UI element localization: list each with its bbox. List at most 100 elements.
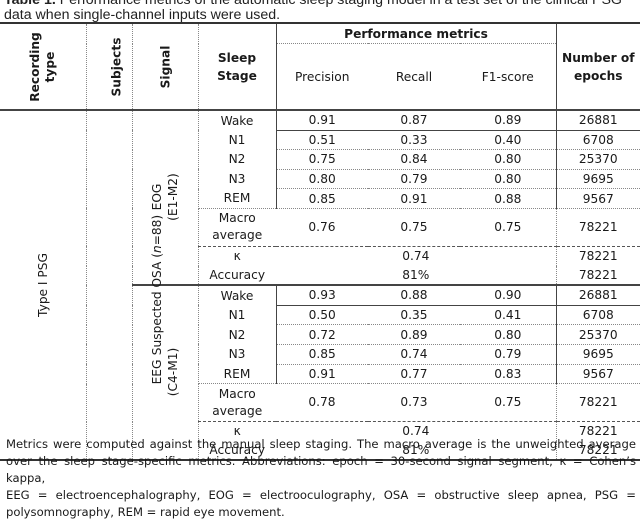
kappa-value: 0.74 xyxy=(402,249,430,264)
subjects-n: n xyxy=(149,245,164,254)
precision-value: 0.80 xyxy=(276,169,368,190)
signal-eog-line2: (E1-M2) xyxy=(165,173,180,221)
macro-label-line1: Macro xyxy=(218,211,256,226)
footnote-line-3: EEG = electroencephalography, EOG = elec… xyxy=(6,488,636,502)
stage-label: N3 xyxy=(198,169,277,189)
stage-label: REM xyxy=(198,364,277,385)
header-signal: Signal xyxy=(132,22,199,111)
header-epochs-line2: epochs xyxy=(574,68,623,83)
f1-value: 0.90 xyxy=(460,285,557,306)
precision-value: 0.76 xyxy=(276,208,368,247)
epochs-value: 25370 xyxy=(556,149,640,170)
epochs-value: 78221 xyxy=(555,208,640,247)
header-subjects-label: Subjects xyxy=(108,37,123,96)
table-row: N3 0.80 0.79 0.80 9695 xyxy=(0,169,640,190)
f1-value: 0.40 xyxy=(460,130,557,151)
f1-value: 0.80 xyxy=(460,149,557,170)
recall-value: 0.84 xyxy=(368,149,460,170)
table-row: EEG (C4-M1) Wake 0.93 0.88 0.90 26881 xyxy=(0,285,640,462)
table-footnote: Metrics were computed against the manual… xyxy=(6,436,636,521)
precision-value: 0.78 xyxy=(276,383,368,423)
f1-value: 0.89 xyxy=(460,110,557,131)
subjects-value: Suspected OSA (n=88) xyxy=(148,215,166,355)
header-subjects: Subjects xyxy=(86,22,133,111)
f1-value: 0.80 xyxy=(460,324,557,345)
table-row-accuracy: Accuracy 81% 78221 xyxy=(0,440,640,462)
f1-value: 0.80 xyxy=(460,169,557,190)
recall-value: 0.91 xyxy=(368,188,460,209)
kappa-value: 0.74 xyxy=(402,424,430,439)
precision-value: 0.50 xyxy=(276,305,368,326)
header-signal-label: Signal xyxy=(157,45,172,88)
header-row-1: Recording type Subjects Signal Sleep Sta… xyxy=(0,22,640,111)
header-recall: Recall xyxy=(368,43,460,111)
f1-value: 0.83 xyxy=(460,364,557,385)
stage-label: N3 xyxy=(198,344,277,365)
f1-value: 0.41 xyxy=(460,305,557,326)
precision-value: 0.75 xyxy=(276,149,368,170)
table-row-kappa: κ 0.74 78221 xyxy=(0,421,640,441)
recall-value: 0.35 xyxy=(368,305,460,326)
recall-value: 0.79 xyxy=(368,169,460,190)
signal-eog-line1: EOG xyxy=(149,183,164,211)
performance-table: Recording type Subjects Signal Sleep Sta… xyxy=(0,22,640,462)
header-recording-type: Recording type xyxy=(0,22,87,111)
recall-value: 0.74 xyxy=(368,344,460,365)
accuracy-value: 81% xyxy=(276,265,557,287)
header-sleep-stage: Sleep Stage xyxy=(198,22,277,111)
table-row: REM 0.91 0.77 0.83 9567 xyxy=(0,364,640,385)
signal-cell-eog: EOG (E1-M2) xyxy=(132,110,199,287)
epochs-value: 9567 xyxy=(556,188,640,209)
epochs-value: 26881 xyxy=(556,285,640,306)
recall-value: 0.77 xyxy=(368,364,460,385)
header-recording-type-line2: type xyxy=(42,51,57,82)
stage-label: N1 xyxy=(198,305,277,325)
recall-value: 0.73 xyxy=(368,383,460,423)
f1-value: 0.75 xyxy=(460,383,557,423)
epochs-value: 78221 xyxy=(555,265,640,287)
table-row: N1 0.50 0.35 0.41 6708 xyxy=(0,305,640,326)
precision-value: 0.51 xyxy=(276,130,368,151)
stage-label: REM xyxy=(198,188,277,209)
header-epochs-line1: Number of xyxy=(562,50,635,65)
table-row-accuracy: Accuracy 81% 78221 xyxy=(0,265,640,287)
header-recording-type-line1: Recording xyxy=(27,31,42,102)
header-sleep-stage-line2: Stage xyxy=(217,68,257,83)
signal-eeg-line1: EEG xyxy=(149,359,164,385)
header-precision: Precision xyxy=(276,43,368,111)
precision-value: 0.93 xyxy=(276,285,368,306)
accuracy-label: Accuracy xyxy=(198,440,276,462)
subjects-cell: Suspected OSA (n=88) xyxy=(86,110,164,462)
macro-label-line2: average xyxy=(212,403,263,418)
header-performance-metrics: Performance metrics xyxy=(276,22,557,44)
f1-value: 0.88 xyxy=(460,188,557,209)
header-sleep-stage-line1: Sleep xyxy=(217,50,257,65)
macro-label-line2: average xyxy=(212,228,263,243)
epochs-value: 26881 xyxy=(556,110,640,131)
f1-value: 0.75 xyxy=(460,208,557,247)
signal-cell-eeg: EEG (C4-M1) xyxy=(132,285,199,462)
epochs-value: 9695 xyxy=(556,169,640,190)
table-row: Type I PSG Suspected OSA (n=88) EOG (E1-… xyxy=(0,110,640,462)
header-number-of-epochs: Number of epochs xyxy=(556,22,640,111)
footnote-line-4: polysomnography, REM = rapid eye movemen… xyxy=(6,505,285,519)
caption-label: Table 1. xyxy=(4,0,56,8)
footnote-line-1: Metrics were computed against the manual… xyxy=(6,437,636,451)
stage-label: Wake xyxy=(198,110,277,131)
epochs-value: 25370 xyxy=(556,324,640,345)
table-row-macro: Macro average 0.78 0.73 0.75 78221 xyxy=(0,383,640,423)
accuracy-label: Accuracy xyxy=(198,265,276,287)
table-row-kappa: κ 0.74 78221 xyxy=(0,246,640,266)
kappa-label: κ xyxy=(233,249,241,264)
stage-label: Wake xyxy=(198,285,277,306)
stage-label: N2 xyxy=(198,149,277,170)
stage-label: N1 xyxy=(198,130,277,150)
recording-type-value: Type I PSG xyxy=(35,253,50,318)
stage-label: N2 xyxy=(198,324,277,345)
precision-value: 0.72 xyxy=(276,324,368,345)
epochs-value: 9567 xyxy=(556,364,640,385)
table-caption: Table 1. Performance metrics of the auto… xyxy=(4,0,640,23)
subjects-prefix: Suspected OSA ( xyxy=(149,253,164,356)
header-row-2: Precision Recall F1-score xyxy=(0,43,640,111)
recall-value: 0.88 xyxy=(368,285,460,306)
